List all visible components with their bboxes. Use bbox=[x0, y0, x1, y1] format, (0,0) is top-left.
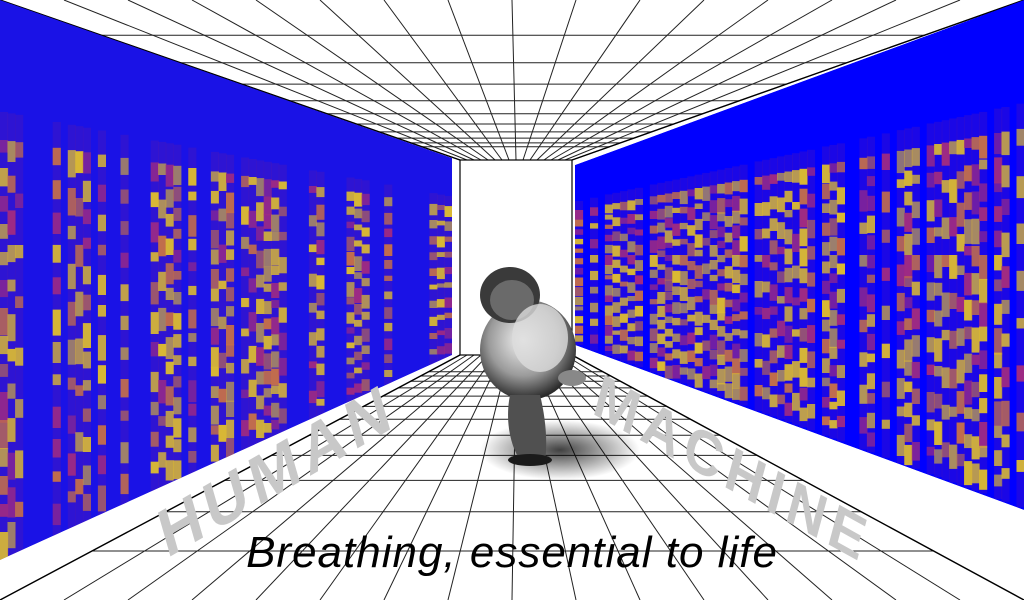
sitting-figure bbox=[480, 267, 586, 466]
ceiling-grid bbox=[0, 0, 1024, 161]
figure-shadow bbox=[480, 420, 640, 480]
left-spectrogram-panel bbox=[0, 0, 452, 560]
right-spectrogram-panel bbox=[575, 0, 1024, 510]
